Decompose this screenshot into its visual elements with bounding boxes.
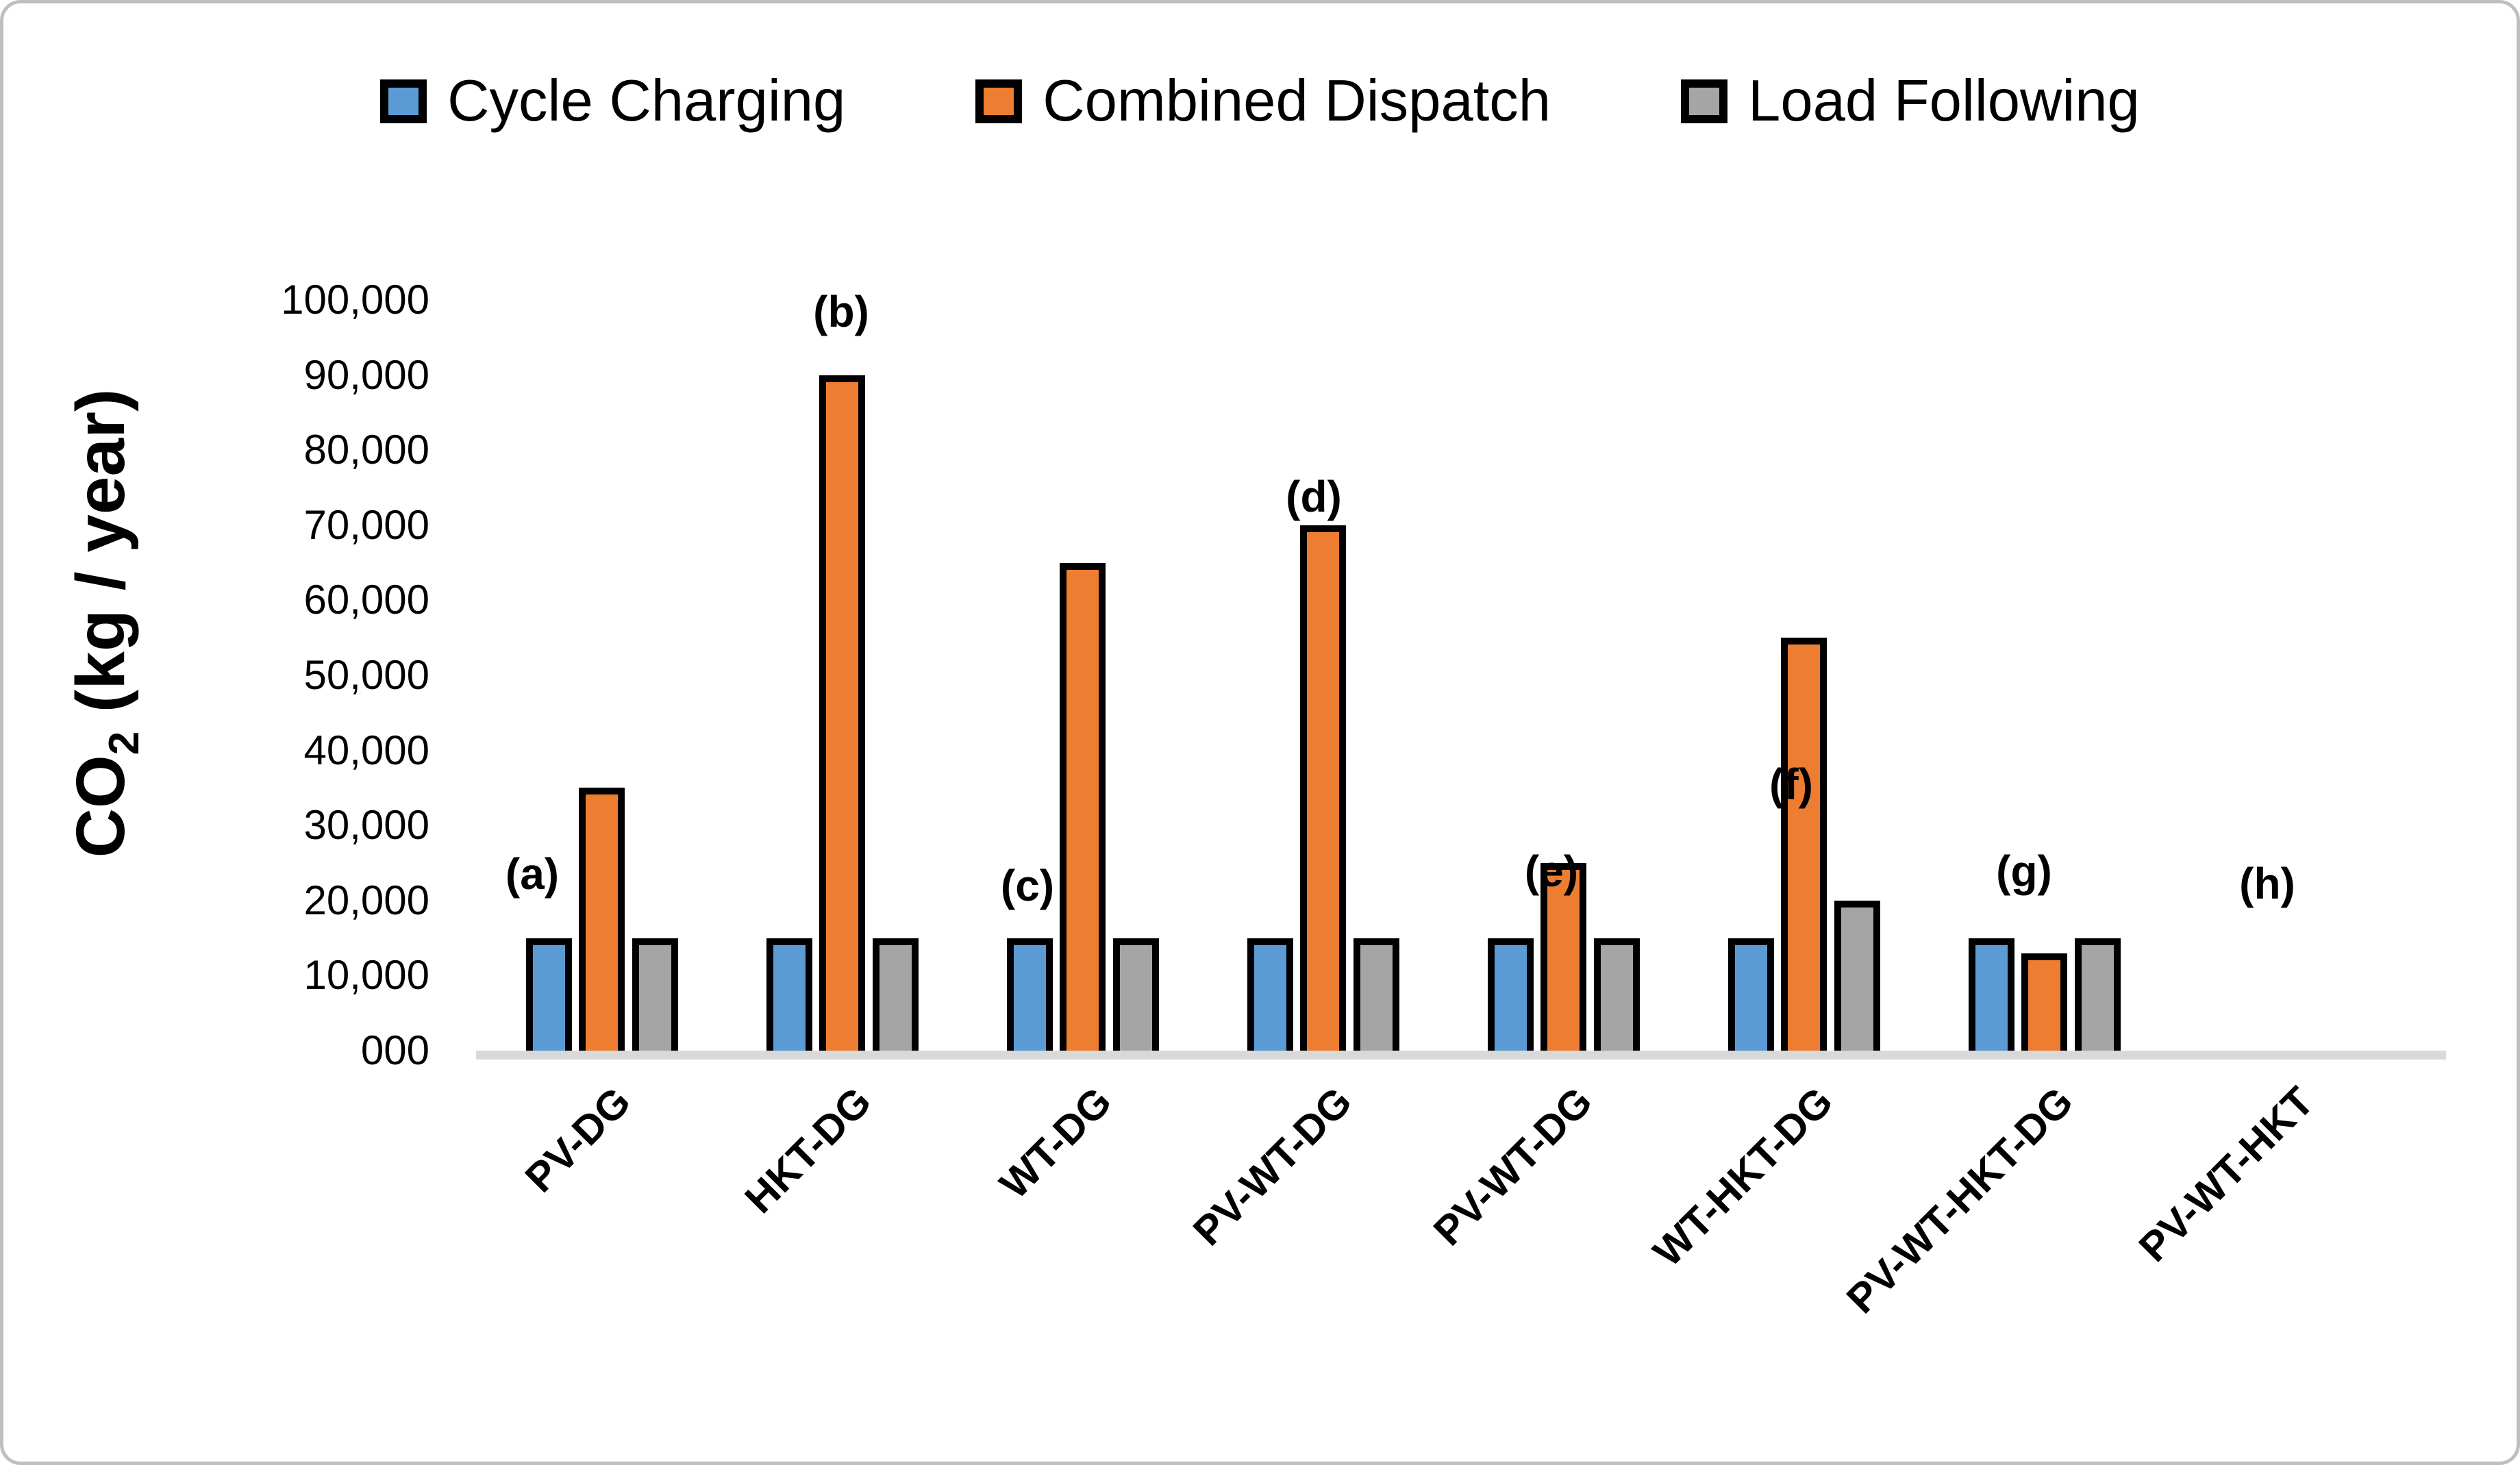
x-category-label-wt-hkt-dg-5: WT-HKT-DG bbox=[1644, 1078, 1842, 1275]
legend-label: Cycle Charging bbox=[447, 68, 846, 134]
x-category-label-pv-dg-0: PV-DG bbox=[516, 1078, 640, 1201]
bar-combined-dispatch-pv-dg-0 bbox=[579, 788, 625, 1052]
bar-cycle-charging-pv-wt-dg-3 bbox=[1247, 938, 1293, 1052]
bar-combined-dispatch-hkt-dg-1 bbox=[819, 375, 865, 1052]
y-tick-label-80000: 80,000 bbox=[303, 427, 429, 473]
legend-item-combined-dispatch: Combined Dispatch bbox=[975, 72, 1551, 130]
x-category-label-hkt-dg-1: HKT-DG bbox=[736, 1078, 880, 1223]
bar-combined-dispatch-wt-hkt-dg-5 bbox=[1781, 638, 1827, 1052]
bar-combined-dispatch-pv-wt-hkt-dg-6 bbox=[2021, 953, 2067, 1052]
chart-legend: Cycle Charging Combined Dispatch Load Foll… bbox=[3, 72, 2517, 130]
bar-load-following-pv-wt-dg-4 bbox=[1593, 938, 1640, 1052]
legend-item-load-following: Load Following bbox=[1681, 72, 2140, 130]
legend-label: Combined Dispatch bbox=[1043, 68, 1551, 134]
annotation-d: (d) bbox=[1286, 472, 1342, 521]
bar-cycle-charging-hkt-dg-1 bbox=[766, 938, 812, 1052]
y-tick-label-90000: 90,000 bbox=[303, 351, 429, 398]
y-tick-label-30000: 30,000 bbox=[303, 802, 429, 849]
bar-combined-dispatch-pv-wt-dg-4 bbox=[1540, 863, 1586, 1052]
x-category-label-pv-wt-dg-3: PV-WT-DG bbox=[1184, 1078, 1361, 1255]
x-category-label-wt-dg-2: WT-DG bbox=[990, 1078, 1121, 1207]
y-tick-label-70000: 70,000 bbox=[303, 501, 429, 548]
x-axis-line bbox=[476, 1051, 2446, 1060]
legend-label: Load Following bbox=[1748, 68, 2140, 134]
x-category-label-pv-wt-hkt-7: PV-WT-HKT bbox=[2130, 1078, 2323, 1270]
bar-load-following-hkt-dg-1 bbox=[872, 938, 919, 1052]
bar-cycle-charging-wt-hkt-dg-5 bbox=[1727, 938, 1774, 1052]
y-tick-label-20000: 20,000 bbox=[303, 877, 429, 923]
legend-swatch-icon bbox=[380, 79, 427, 123]
bar-combined-dispatch-wt-dg-2 bbox=[1060, 562, 1106, 1052]
bar-cycle-charging-wt-dg-2 bbox=[1006, 938, 1053, 1052]
annotation-b: (b) bbox=[813, 287, 869, 336]
bar-cycle-charging-pv-wt-hkt-dg-6 bbox=[1968, 938, 2014, 1052]
legend-swatch-icon bbox=[975, 79, 1023, 123]
bar-load-following-pv-dg-0 bbox=[632, 938, 678, 1052]
y-tick-label-50000: 50,000 bbox=[303, 652, 429, 698]
annotation-f: (f) bbox=[1769, 760, 1813, 809]
annotation-h: (h) bbox=[2239, 859, 2295, 908]
bar-load-following-wt-dg-2 bbox=[1112, 938, 1159, 1052]
x-category-label-pv-wt-hkt-dg-6: PV-WT-HKT-DG bbox=[1837, 1078, 2082, 1323]
y-tick-label-0: 000 bbox=[360, 1027, 429, 1073]
bar-combined-dispatch-pv-wt-dg-3 bbox=[1300, 525, 1346, 1052]
annotation-e: (e) bbox=[1524, 847, 1579, 896]
annotation-a: (a) bbox=[505, 849, 560, 899]
legend-item-cycle-charging: Cycle Charging bbox=[380, 72, 845, 130]
y-tick-label-40000: 40,000 bbox=[303, 727, 429, 773]
x-category-label-pv-wt-dg-4: PV-WT-DG bbox=[1424, 1078, 1601, 1255]
annotation-g: (g) bbox=[1996, 847, 2052, 896]
legend-swatch-icon bbox=[1681, 79, 1728, 123]
bar-cycle-charging-pv-wt-dg-4 bbox=[1487, 938, 1534, 1052]
annotation-c: (c) bbox=[1000, 861, 1055, 910]
bar-load-following-pv-wt-hkt-dg-6 bbox=[2074, 938, 2121, 1052]
y-tick-label-10000: 10,000 bbox=[303, 952, 429, 999]
bar-load-following-wt-hkt-dg-5 bbox=[1834, 900, 1880, 1052]
y-tick-label-60000: 60,000 bbox=[303, 577, 429, 623]
bar-cycle-charging-pv-dg-0 bbox=[525, 938, 572, 1052]
y-tick-label-100000: 100,000 bbox=[281, 277, 429, 323]
bar-load-following-pv-wt-dg-3 bbox=[1353, 938, 1399, 1052]
